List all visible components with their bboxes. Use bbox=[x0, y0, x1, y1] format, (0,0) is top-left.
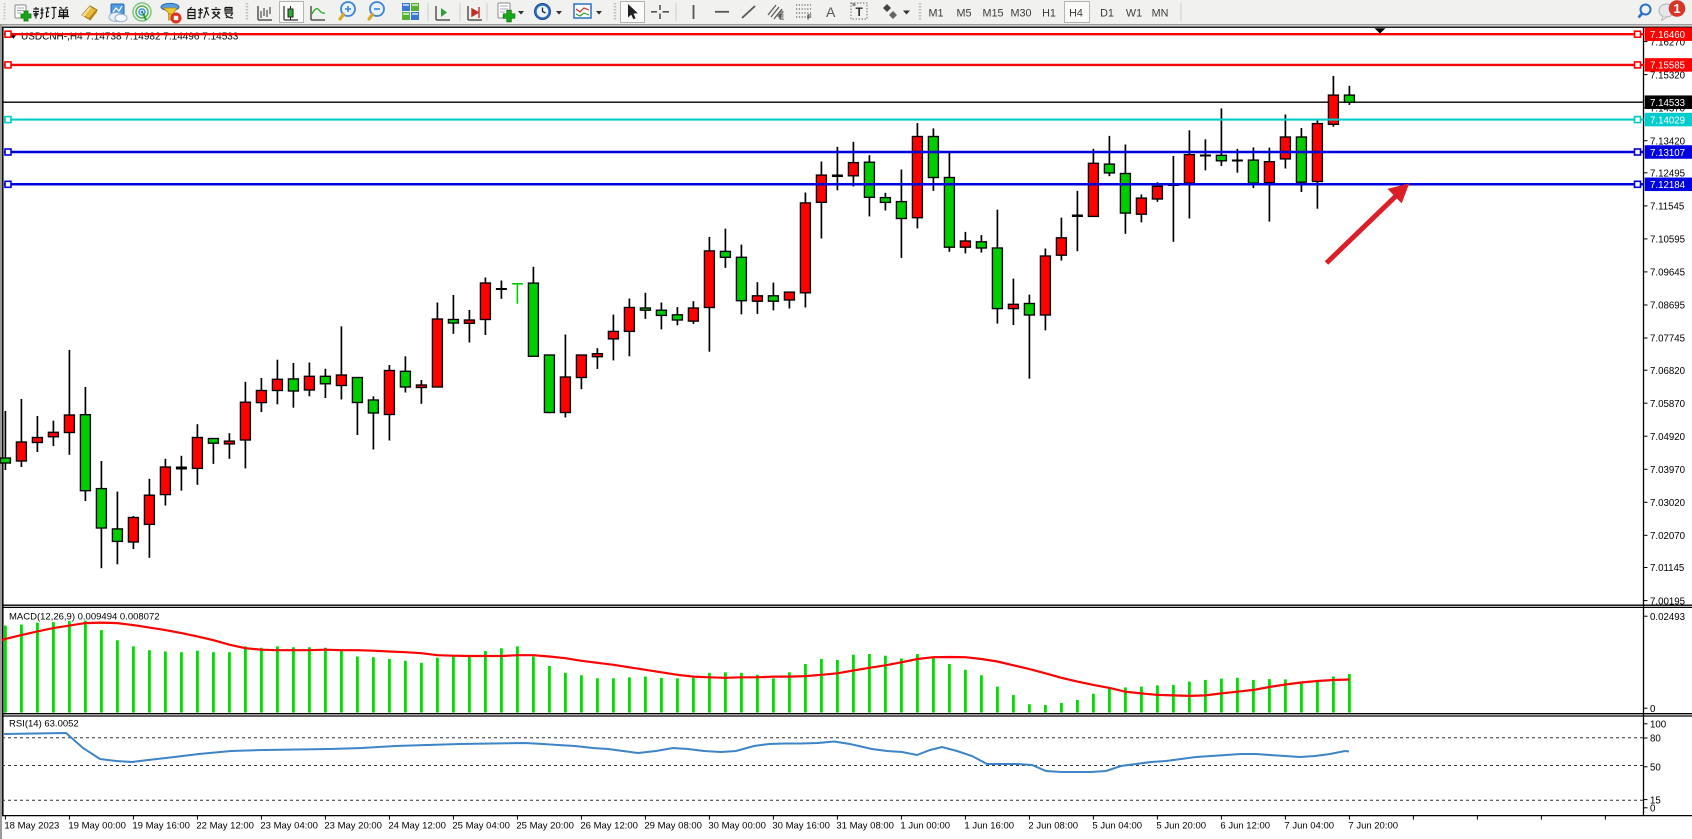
svg-text:1 Jun 00:00: 1 Jun 00:00 bbox=[900, 821, 950, 832]
svg-text:M1: M1 bbox=[929, 8, 944, 20]
svg-text:22 May 12:00: 22 May 12:00 bbox=[196, 821, 254, 832]
svg-text:23 May 20:00: 23 May 20:00 bbox=[324, 821, 382, 832]
svg-text:7.11545: 7.11545 bbox=[1650, 202, 1684, 213]
svg-text:5 Jun 04:00: 5 Jun 04:00 bbox=[1092, 821, 1142, 832]
svg-text:F: F bbox=[807, 13, 812, 22]
svg-text:7.05870: 7.05870 bbox=[1650, 399, 1686, 410]
svg-text:18 May 2023: 18 May 2023 bbox=[4, 821, 59, 832]
svg-text:RSI(14) 63.0052: RSI(14) 63.0052 bbox=[9, 719, 79, 730]
svg-text:M15: M15 bbox=[982, 8, 1003, 20]
svg-text:7.04920: 7.04920 bbox=[1650, 432, 1686, 443]
svg-text:7.08695: 7.08695 bbox=[1650, 301, 1685, 312]
svg-text:MACD(12,26,9) 0.009494 0.00807: MACD(12,26,9) 0.009494 0.008072 bbox=[9, 612, 160, 623]
svg-text:7.14533: 7.14533 bbox=[1650, 98, 1685, 109]
svg-text:M5: M5 bbox=[957, 8, 972, 20]
svg-text:E: E bbox=[779, 13, 784, 22]
svg-text:2 Jun 08:00: 2 Jun 08:00 bbox=[1028, 821, 1078, 832]
svg-text:23 May 04:00: 23 May 04:00 bbox=[260, 821, 318, 832]
svg-text:1 Jun 16:00: 1 Jun 16:00 bbox=[964, 821, 1014, 832]
svg-text:7.02070: 7.02070 bbox=[1650, 531, 1686, 542]
svg-text:A: A bbox=[826, 4, 836, 20]
svg-text:24 May 12:00: 24 May 12:00 bbox=[388, 821, 446, 832]
svg-text:MN: MN bbox=[1152, 8, 1169, 20]
svg-text:USDCNH-,H4 7.14738 7.14982 7.: USDCNH-,H4 7.14738 7.14982 7.14496 7.145… bbox=[21, 32, 239, 43]
svg-text:D1: D1 bbox=[1100, 8, 1114, 20]
svg-text:30 May 00:00: 30 May 00:00 bbox=[708, 821, 766, 832]
svg-text:29 May 08:00: 29 May 08:00 bbox=[644, 821, 702, 832]
svg-text:7.13420: 7.13420 bbox=[1650, 136, 1686, 147]
svg-text:7 Jun 04:00: 7 Jun 04:00 bbox=[1284, 821, 1334, 832]
svg-text:7.01145: 7.01145 bbox=[1650, 563, 1684, 574]
svg-text:25 May 04:00: 25 May 04:00 bbox=[452, 821, 510, 832]
svg-text:T: T bbox=[856, 5, 864, 19]
svg-text:7.03020: 7.03020 bbox=[1650, 498, 1686, 509]
svg-text:7.16460: 7.16460 bbox=[1650, 30, 1686, 41]
svg-text:15: 15 bbox=[1650, 795, 1661, 806]
svg-text:0: 0 bbox=[1650, 704, 1656, 715]
svg-text:7.14029: 7.14029 bbox=[1650, 115, 1685, 126]
svg-text:7.13107: 7.13107 bbox=[1650, 148, 1685, 159]
svg-text:26 May 12:00: 26 May 12:00 bbox=[580, 821, 638, 832]
svg-text:7.06820: 7.06820 bbox=[1650, 366, 1686, 377]
svg-text:W1: W1 bbox=[1126, 8, 1142, 20]
svg-text:7.09645: 7.09645 bbox=[1650, 268, 1685, 279]
svg-text:31 May 08:00: 31 May 08:00 bbox=[836, 821, 894, 832]
svg-text:M30: M30 bbox=[1010, 8, 1031, 20]
svg-text:7.12495: 7.12495 bbox=[1650, 169, 1685, 180]
svg-text:0.02493: 0.02493 bbox=[1650, 612, 1685, 623]
svg-text:6 Jun 12:00: 6 Jun 12:00 bbox=[1220, 821, 1270, 832]
svg-text:5 Jun 20:00: 5 Jun 20:00 bbox=[1156, 821, 1206, 832]
svg-text:7.15320: 7.15320 bbox=[1650, 70, 1686, 81]
svg-text:1: 1 bbox=[1673, 1, 1680, 16]
svg-text:100: 100 bbox=[1650, 720, 1667, 731]
svg-text:50: 50 bbox=[1650, 763, 1661, 774]
svg-text:7.03970: 7.03970 bbox=[1650, 465, 1686, 476]
svg-text:7.07745: 7.07745 bbox=[1650, 334, 1685, 345]
svg-text:19 May 00:00: 19 May 00:00 bbox=[68, 821, 126, 832]
svg-text:7.15585: 7.15585 bbox=[1650, 61, 1685, 72]
svg-text:7.12184: 7.12184 bbox=[1650, 180, 1686, 191]
svg-text:30 May 16:00: 30 May 16:00 bbox=[772, 821, 830, 832]
svg-text:7.16270: 7.16270 bbox=[1650, 37, 1686, 48]
svg-text:H1: H1 bbox=[1042, 8, 1056, 20]
svg-text:H4: H4 bbox=[1069, 8, 1083, 20]
svg-text:0: 0 bbox=[1650, 804, 1656, 815]
svg-text:7.10595: 7.10595 bbox=[1650, 235, 1685, 246]
svg-text:7 Jun 20:00: 7 Jun 20:00 bbox=[1348, 821, 1398, 832]
svg-text:25 May 20:00: 25 May 20:00 bbox=[516, 821, 574, 832]
svg-text:7.00195: 7.00195 bbox=[1650, 596, 1685, 607]
svg-text:80: 80 bbox=[1650, 734, 1661, 745]
svg-text:19 May 16:00: 19 May 16:00 bbox=[132, 821, 190, 832]
